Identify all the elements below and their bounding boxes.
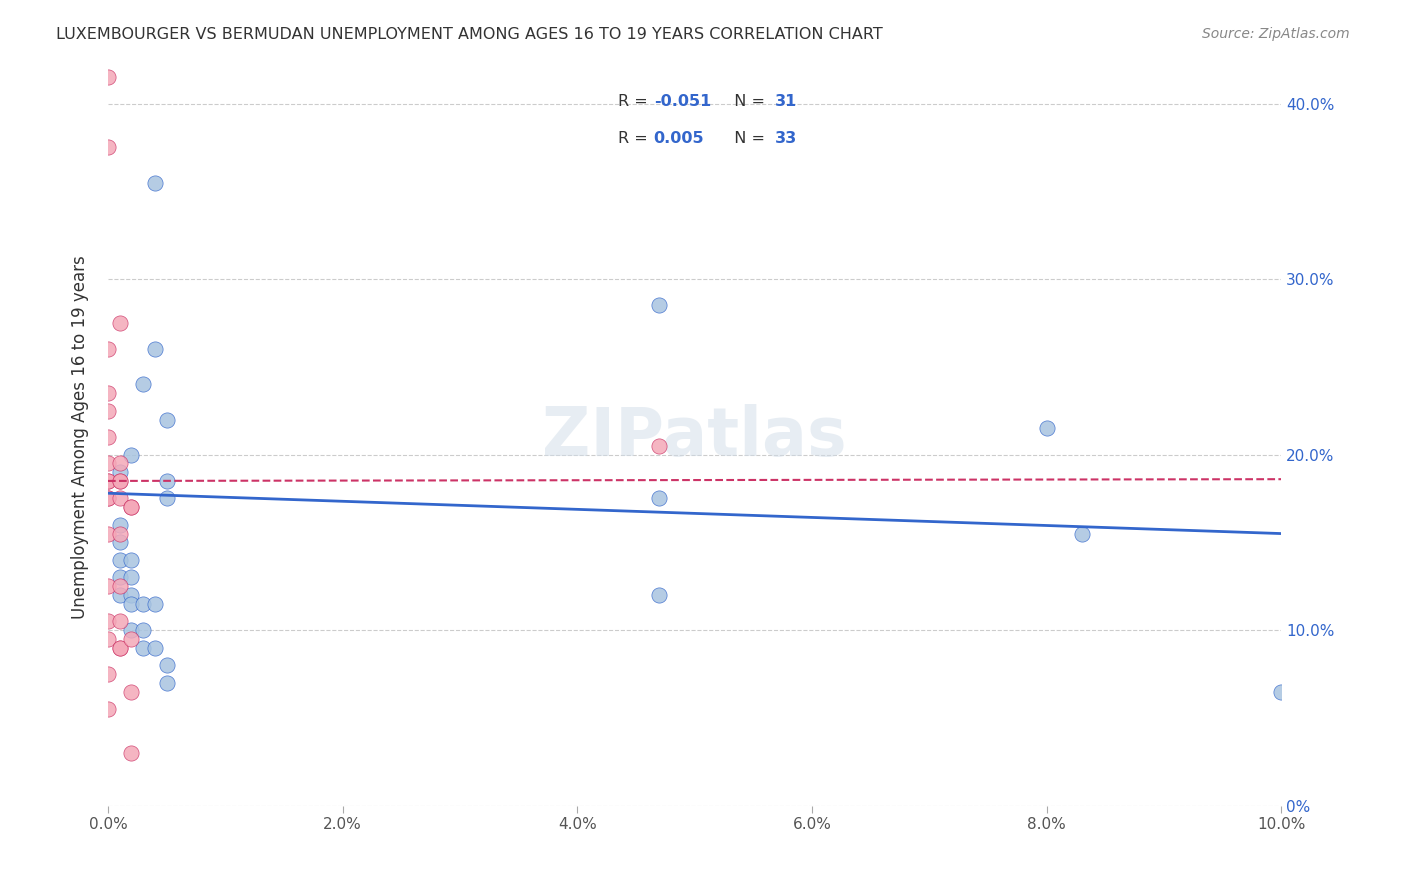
Bermudans bbox=[648, 439, 671, 453]
Bermudans bbox=[120, 500, 142, 515]
Luxembourgers bbox=[120, 597, 142, 611]
Bermudans bbox=[97, 430, 120, 444]
Text: R =: R = bbox=[619, 95, 654, 109]
Luxembourgers bbox=[120, 553, 142, 567]
Luxembourgers bbox=[1035, 421, 1057, 435]
Luxembourgers bbox=[120, 588, 142, 602]
Bermudans bbox=[108, 491, 131, 506]
Bermudans bbox=[97, 343, 120, 357]
Luxembourgers bbox=[143, 176, 166, 190]
Luxembourgers bbox=[1071, 526, 1094, 541]
Bermudans bbox=[97, 526, 120, 541]
Luxembourgers bbox=[132, 640, 155, 655]
Bermudans bbox=[108, 640, 131, 655]
Bermudans bbox=[108, 456, 131, 470]
Luxembourgers bbox=[108, 553, 131, 567]
Luxembourgers bbox=[132, 597, 155, 611]
Bermudans bbox=[97, 491, 120, 506]
Bermudans bbox=[120, 500, 142, 515]
Luxembourgers bbox=[156, 474, 179, 488]
Luxembourgers bbox=[1270, 684, 1292, 698]
Bermudans bbox=[108, 579, 131, 593]
Luxembourgers bbox=[120, 623, 142, 637]
Text: LUXEMBOURGER VS BERMUDAN UNEMPLOYMENT AMONG AGES 16 TO 19 YEARS CORRELATION CHAR: LUXEMBOURGER VS BERMUDAN UNEMPLOYMENT AM… bbox=[56, 27, 883, 42]
Bermudans bbox=[108, 474, 131, 488]
Text: Source: ZipAtlas.com: Source: ZipAtlas.com bbox=[1202, 27, 1350, 41]
Bermudans bbox=[97, 140, 120, 154]
Bermudans bbox=[97, 386, 120, 401]
Luxembourgers bbox=[156, 675, 179, 690]
Luxembourgers bbox=[108, 517, 131, 532]
Luxembourgers bbox=[108, 465, 131, 479]
Luxembourgers bbox=[156, 491, 179, 506]
Y-axis label: Unemployment Among Ages 16 to 19 years: Unemployment Among Ages 16 to 19 years bbox=[72, 255, 89, 619]
Luxembourgers bbox=[120, 570, 142, 584]
Luxembourgers bbox=[132, 623, 155, 637]
Bermudans bbox=[97, 70, 120, 85]
Luxembourgers bbox=[108, 535, 131, 549]
Bermudans bbox=[97, 474, 120, 488]
Bermudans bbox=[97, 579, 120, 593]
Bermudans bbox=[97, 491, 120, 506]
Text: N =: N = bbox=[724, 95, 770, 109]
Luxembourgers bbox=[156, 412, 179, 426]
Bermudans bbox=[97, 615, 120, 629]
Bermudans bbox=[120, 746, 142, 760]
Text: 33: 33 bbox=[775, 131, 797, 146]
Text: N =: N = bbox=[724, 131, 770, 146]
Bermudans bbox=[97, 403, 120, 417]
Bermudans bbox=[108, 526, 131, 541]
Text: R =: R = bbox=[619, 131, 654, 146]
Luxembourgers bbox=[120, 448, 142, 462]
Bermudans bbox=[108, 316, 131, 330]
Bermudans bbox=[120, 632, 142, 646]
Luxembourgers bbox=[648, 588, 671, 602]
Bermudans bbox=[108, 640, 131, 655]
Bermudans bbox=[97, 632, 120, 646]
Text: -0.051: -0.051 bbox=[654, 95, 711, 109]
Bermudans bbox=[108, 474, 131, 488]
Bermudans bbox=[97, 474, 120, 488]
Text: ZIPatlas: ZIPatlas bbox=[543, 404, 846, 470]
Bermudans bbox=[97, 456, 120, 470]
Luxembourgers bbox=[143, 640, 166, 655]
Luxembourgers bbox=[143, 597, 166, 611]
Luxembourgers bbox=[108, 570, 131, 584]
Bermudans bbox=[108, 615, 131, 629]
Luxembourgers bbox=[132, 377, 155, 392]
Text: 0.005: 0.005 bbox=[654, 131, 704, 146]
Bermudans bbox=[97, 702, 120, 716]
Luxembourgers bbox=[648, 298, 671, 312]
Luxembourgers bbox=[156, 658, 179, 673]
Bermudans bbox=[97, 667, 120, 681]
Luxembourgers bbox=[108, 588, 131, 602]
Luxembourgers bbox=[648, 491, 671, 506]
Luxembourgers bbox=[143, 343, 166, 357]
Bermudans bbox=[120, 684, 142, 698]
Text: 31: 31 bbox=[775, 95, 797, 109]
